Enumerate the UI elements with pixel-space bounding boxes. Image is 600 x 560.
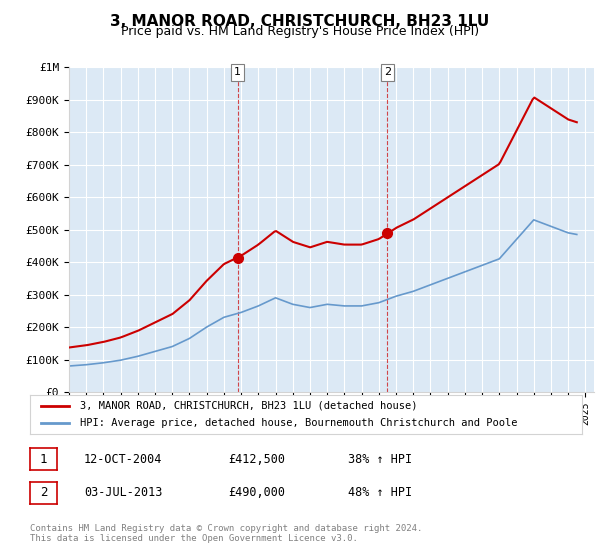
Text: 2: 2 [384, 67, 391, 77]
Text: 3, MANOR ROAD, CHRISTCHURCH, BH23 1LU: 3, MANOR ROAD, CHRISTCHURCH, BH23 1LU [110, 14, 490, 29]
Text: Contains HM Land Registry data © Crown copyright and database right 2024.
This d: Contains HM Land Registry data © Crown c… [30, 524, 422, 543]
Text: £490,000: £490,000 [228, 486, 285, 500]
Text: 1: 1 [234, 67, 241, 77]
Text: HPI: Average price, detached house, Bournemouth Christchurch and Poole: HPI: Average price, detached house, Bour… [80, 418, 517, 428]
Text: 2: 2 [40, 486, 47, 500]
Text: 12-OCT-2004: 12-OCT-2004 [84, 452, 163, 466]
Text: 1: 1 [40, 452, 47, 466]
Text: 3, MANOR ROAD, CHRISTCHURCH, BH23 1LU (detached house): 3, MANOR ROAD, CHRISTCHURCH, BH23 1LU (d… [80, 401, 417, 411]
Text: Price paid vs. HM Land Registry's House Price Index (HPI): Price paid vs. HM Land Registry's House … [121, 25, 479, 38]
Text: 03-JUL-2013: 03-JUL-2013 [84, 486, 163, 500]
Text: £412,500: £412,500 [228, 452, 285, 466]
Text: 38% ↑ HPI: 38% ↑ HPI [348, 452, 412, 466]
Text: 48% ↑ HPI: 48% ↑ HPI [348, 486, 412, 500]
